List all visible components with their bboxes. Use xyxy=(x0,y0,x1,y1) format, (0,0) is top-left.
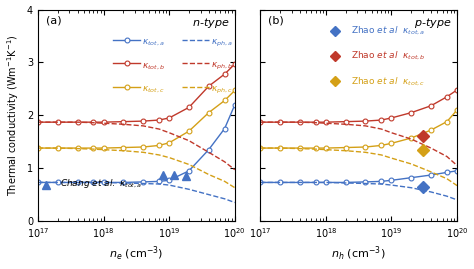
X-axis label: $n_e$ (cm$^{-3}$): $n_e$ (cm$^{-3}$) xyxy=(109,245,164,263)
Text: Zhao $et\ al$  $\kappa_{tot,c}$: Zhao $et\ al$ $\kappa_{tot,c}$ xyxy=(351,75,425,88)
X-axis label: $n_h$ (cm$^{-3}$): $n_h$ (cm$^{-3}$) xyxy=(331,245,386,263)
Text: Zhao $et\ al$  $\kappa_{tot,a}$: Zhao $et\ al$ $\kappa_{tot,a}$ xyxy=(351,24,425,37)
Text: $\kappa_{tot,b}$: $\kappa_{tot,b}$ xyxy=(142,61,165,72)
Text: $n$-type: $n$-type xyxy=(191,16,229,30)
Y-axis label: Thermal conductivity (Wm$^{-1}$K$^{-1}$): Thermal conductivity (Wm$^{-1}$K$^{-1}$) xyxy=(6,34,21,196)
Text: $\kappa_{tot,c}$: $\kappa_{tot,c}$ xyxy=(142,85,165,95)
Text: Zhao $et\ al$  $\kappa_{tot,b}$: Zhao $et\ al$ $\kappa_{tot,b}$ xyxy=(351,50,425,62)
Text: (b): (b) xyxy=(268,16,284,26)
Text: $\kappa_{ph,b}$: $\kappa_{ph,b}$ xyxy=(211,61,234,72)
Text: $p$-type: $p$-type xyxy=(414,16,451,30)
Text: Chang $et\ al.$ $\kappa_{tot,a}$: Chang $et\ al.$ $\kappa_{tot,a}$ xyxy=(60,178,142,190)
Text: (a): (a) xyxy=(46,16,62,26)
Text: $\kappa_{ph,c}$: $\kappa_{ph,c}$ xyxy=(211,85,233,96)
Text: $\kappa_{tot,a}$: $\kappa_{tot,a}$ xyxy=(142,38,165,48)
Text: $\kappa_{ph,a}$: $\kappa_{ph,a}$ xyxy=(211,38,233,49)
